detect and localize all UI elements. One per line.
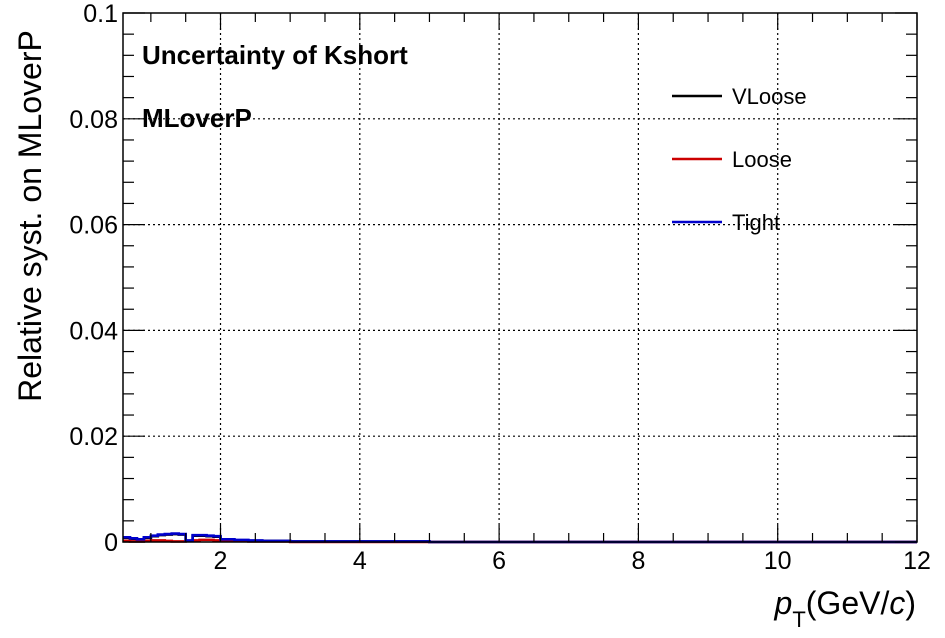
x-axis-title-unit-var: c: [889, 585, 905, 621]
axis-ticks: [123, 12, 918, 543]
x-axis-title-sub: T: [792, 607, 805, 632]
grid: [123, 13, 917, 542]
legend: VLoose Loose Tight: [672, 84, 807, 235]
y-tick-labels: 0 0.02 0.04 0.06 0.08 0.1: [69, 0, 118, 557]
legend-label-tight: Tight: [732, 210, 780, 235]
x-tick-label: 4: [353, 547, 367, 575]
y-tick-label: 0.02: [69, 423, 118, 451]
x-axis-title: pT(GeV/c): [774, 585, 916, 632]
legend-label-loose: Loose: [732, 147, 792, 172]
x-axis-title-unit-close: ): [905, 585, 916, 621]
y-tick-label: 0.04: [69, 317, 118, 345]
y-tick-label: 0.1: [83, 0, 118, 28]
y-tick-label: 0: [104, 529, 118, 557]
x-axis-title-unit: (GeV/: [806, 585, 890, 621]
y-tick-label: 0.08: [69, 106, 118, 134]
x-tick-label: 12: [903, 547, 931, 575]
x-tick-label: 10: [764, 547, 792, 575]
x-tick-labels: 2 4 6 8 10 12: [214, 547, 931, 575]
y-tick-label: 0.06: [69, 212, 118, 240]
y-axis-title: Relative syst. on MLoverP: [12, 30, 48, 402]
x-tick-label: 2: [214, 547, 228, 575]
annotation-line-1: Uncertainty of Kshort: [142, 40, 408, 70]
x-tick-label: 8: [631, 547, 645, 575]
legend-label-vloose: VLoose: [732, 84, 807, 109]
plot-frame: [122, 12, 918, 543]
annotation-line-2: MLoverP: [142, 103, 252, 133]
x-axis-title-var: p: [774, 585, 793, 621]
x-tick-label: 6: [492, 547, 506, 575]
